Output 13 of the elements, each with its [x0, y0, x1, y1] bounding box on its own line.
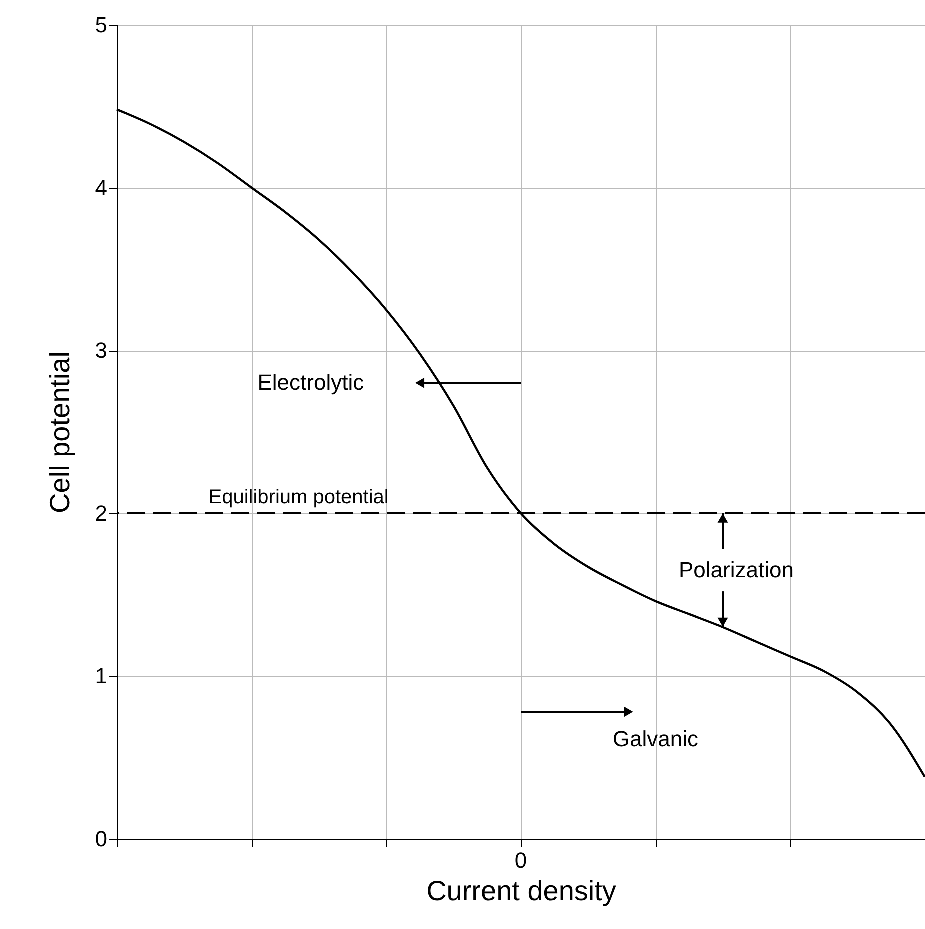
annotation: Polarization: [678, 557, 794, 582]
text: 0: [514, 848, 528, 873]
y-tick-label: 0: [95, 826, 108, 852]
annotation: Galvanic: [612, 726, 698, 752]
x-axis-title: Current density: [426, 876, 616, 906]
y-tick-label: 1: [95, 664, 108, 689]
annotation: Electrolytic: [258, 370, 364, 396]
y-tick-label: 5: [95, 12, 108, 38]
y-axis-title: Cell potential: [44, 352, 76, 514]
y-tick-label: 2: [95, 500, 108, 526]
y-tick-label: 4: [95, 175, 108, 200]
y-tick-label: 3: [95, 338, 108, 364]
ref-line-label: Equilibrium potential: [208, 486, 389, 508]
